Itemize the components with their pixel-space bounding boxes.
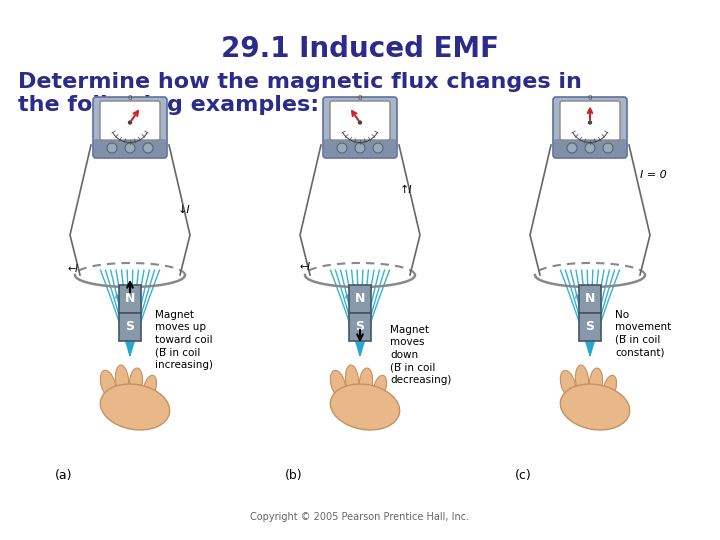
Circle shape	[359, 121, 361, 124]
Text: the following examples:: the following examples:	[18, 95, 319, 115]
Text: N: N	[355, 293, 365, 306]
Text: S: S	[585, 321, 595, 334]
FancyBboxPatch shape	[579, 285, 601, 313]
Ellipse shape	[346, 365, 359, 395]
Ellipse shape	[130, 368, 143, 396]
Ellipse shape	[100, 370, 116, 397]
Ellipse shape	[590, 368, 603, 396]
Text: S: S	[356, 321, 364, 334]
Ellipse shape	[330, 370, 346, 397]
Circle shape	[603, 143, 613, 153]
Circle shape	[373, 143, 383, 153]
Text: N: N	[125, 293, 135, 306]
Ellipse shape	[374, 375, 387, 399]
Circle shape	[337, 143, 347, 153]
FancyBboxPatch shape	[560, 101, 620, 140]
FancyBboxPatch shape	[554, 139, 626, 157]
Text: (c): (c)	[515, 469, 532, 482]
Ellipse shape	[575, 365, 589, 395]
Text: N: N	[585, 293, 595, 306]
FancyBboxPatch shape	[119, 285, 141, 313]
Ellipse shape	[115, 365, 129, 395]
Text: (a): (a)	[55, 469, 73, 482]
Ellipse shape	[330, 384, 400, 430]
Text: Copyright © 2005 Pearson Prentice Hall, Inc.: Copyright © 2005 Pearson Prentice Hall, …	[251, 512, 469, 522]
Ellipse shape	[603, 375, 616, 399]
Circle shape	[125, 143, 135, 153]
Ellipse shape	[100, 384, 170, 430]
Ellipse shape	[359, 368, 372, 396]
Text: Determine how the magnetic flux changes in: Determine how the magnetic flux changes …	[18, 72, 582, 92]
Ellipse shape	[560, 384, 630, 430]
Ellipse shape	[143, 375, 156, 399]
FancyBboxPatch shape	[349, 313, 371, 341]
Circle shape	[128, 121, 132, 124]
FancyBboxPatch shape	[100, 101, 160, 140]
Text: ↑I: ↑I	[400, 185, 413, 195]
Circle shape	[107, 143, 117, 153]
FancyBboxPatch shape	[330, 101, 390, 140]
FancyBboxPatch shape	[579, 313, 601, 341]
Circle shape	[143, 143, 153, 153]
Circle shape	[585, 143, 595, 153]
Circle shape	[588, 121, 592, 124]
Text: 0: 0	[127, 94, 132, 100]
Circle shape	[355, 143, 365, 153]
Text: 29.1 Induced EMF: 29.1 Induced EMF	[221, 35, 499, 63]
Text: (b): (b)	[285, 469, 302, 482]
Text: ↓I: ↓I	[178, 205, 191, 215]
FancyBboxPatch shape	[349, 285, 371, 313]
Text: 0: 0	[358, 94, 362, 100]
Ellipse shape	[560, 370, 576, 397]
Text: ←I: ←I	[300, 262, 311, 272]
FancyBboxPatch shape	[324, 139, 396, 157]
FancyBboxPatch shape	[94, 139, 166, 157]
FancyBboxPatch shape	[553, 97, 627, 158]
Circle shape	[567, 143, 577, 153]
Text: ←I: ←I	[68, 264, 79, 274]
Text: Magnet
moves up
toward coil
(B̅ in coil
increasing): Magnet moves up toward coil (B̅ in coil …	[155, 310, 213, 369]
Text: I = 0: I = 0	[640, 170, 667, 180]
FancyBboxPatch shape	[323, 97, 397, 158]
FancyBboxPatch shape	[93, 97, 167, 158]
FancyBboxPatch shape	[119, 313, 141, 341]
Text: Magnet
moves
down
(B̅ in coil
decreasing): Magnet moves down (B̅ in coil decreasing…	[390, 325, 451, 384]
Text: No
movement
(B̅ in coil
constant): No movement (B̅ in coil constant)	[615, 310, 671, 357]
Text: 0: 0	[588, 94, 593, 100]
Text: S: S	[125, 321, 135, 334]
